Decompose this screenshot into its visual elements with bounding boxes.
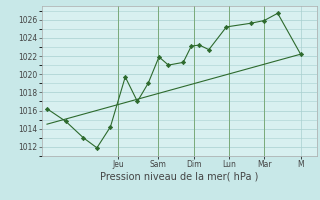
X-axis label: Pression niveau de la mer( hPa ): Pression niveau de la mer( hPa ) xyxy=(100,172,258,182)
